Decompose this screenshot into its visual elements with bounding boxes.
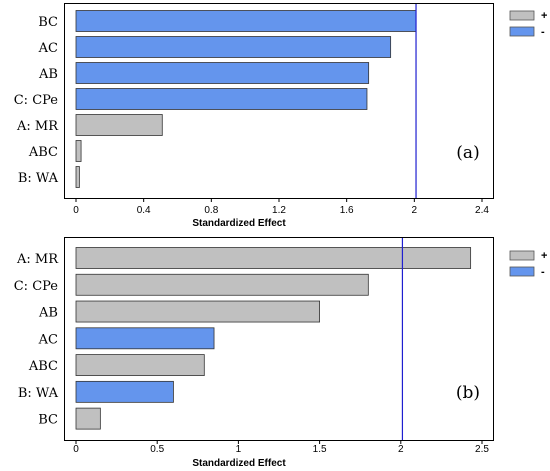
bar-a-mr — [75, 114, 163, 136]
legend-label: + — [541, 250, 547, 262]
category-label: AB — [38, 306, 58, 321]
bar-c-cpe — [75, 273, 369, 296]
panel-label: (b) — [456, 383, 480, 403]
legend-swatch — [509, 250, 535, 261]
x-axis-label: Standardized Effect — [192, 218, 286, 229]
x-tick-label: 1.5 — [313, 444, 327, 455]
category-label: C: CPe — [14, 279, 59, 294]
category-label: C: CPe — [14, 93, 59, 108]
x-tick-label: 0.4 — [137, 205, 151, 216]
legend-swatch — [509, 266, 535, 277]
x-tick-label: 2.5 — [475, 444, 489, 455]
panel-label: (a) — [456, 143, 479, 163]
bar-a-mr — [75, 247, 472, 269]
bar-ac — [75, 36, 392, 58]
x-tick-label: 0 — [73, 205, 79, 216]
x-tick-label: 1.2 — [272, 205, 286, 216]
category-label: B: WA — [18, 386, 59, 401]
legend-swatch — [509, 10, 535, 21]
x-tick-label: 0.8 — [204, 205, 218, 216]
category-label: AB — [38, 67, 58, 82]
category-label: A: MR — [16, 252, 59, 267]
bar-abc — [75, 354, 205, 376]
bar-ac — [75, 327, 215, 350]
category-label: A: MR — [16, 119, 59, 134]
x-tick-label: 2 — [412, 205, 418, 216]
x-tick-label: 1 — [236, 444, 242, 455]
bar-c-cpe — [75, 88, 368, 110]
x-tick-label: 0 — [73, 444, 79, 455]
category-label: AC — [38, 332, 58, 347]
category-label: ABC — [28, 145, 58, 160]
category-label: BC — [38, 413, 58, 428]
x-tick-label: 2.4 — [475, 205, 489, 216]
legend-label: - — [541, 266, 545, 278]
category-label: B: WA — [18, 171, 59, 186]
bar-bc — [75, 407, 101, 430]
x-axis-label: Standardized Effect — [192, 458, 286, 469]
x-tick-label: 2 — [398, 444, 404, 455]
legend-label: - — [541, 26, 545, 38]
category-label: BC — [38, 15, 58, 30]
bar-b-wa — [75, 380, 174, 403]
legend-label: + — [541, 10, 547, 22]
bar-ab — [75, 62, 370, 84]
category-label: AC — [38, 41, 58, 56]
bar-abc — [75, 140, 82, 162]
x-tick-label: 0.5 — [150, 444, 164, 455]
bar-ab — [75, 300, 321, 323]
bar-b-wa — [75, 166, 80, 188]
x-tick-label: 1.6 — [340, 205, 354, 216]
chart-panel-b: A: MR C: CPe AB AC ABC B: WA BC 0 0.5 1 1.5 2 2.5 Sta… — [14, 237, 547, 469]
chart-panel-a: BC AC AB C: CPe A: MR ABC B: WA 0 0.4 0.8 1.2 1.6 2 2… — [14, 3, 547, 229]
bar-bc — [75, 10, 417, 32]
category-label: ABC — [28, 359, 58, 374]
legend-swatch — [509, 26, 535, 37]
